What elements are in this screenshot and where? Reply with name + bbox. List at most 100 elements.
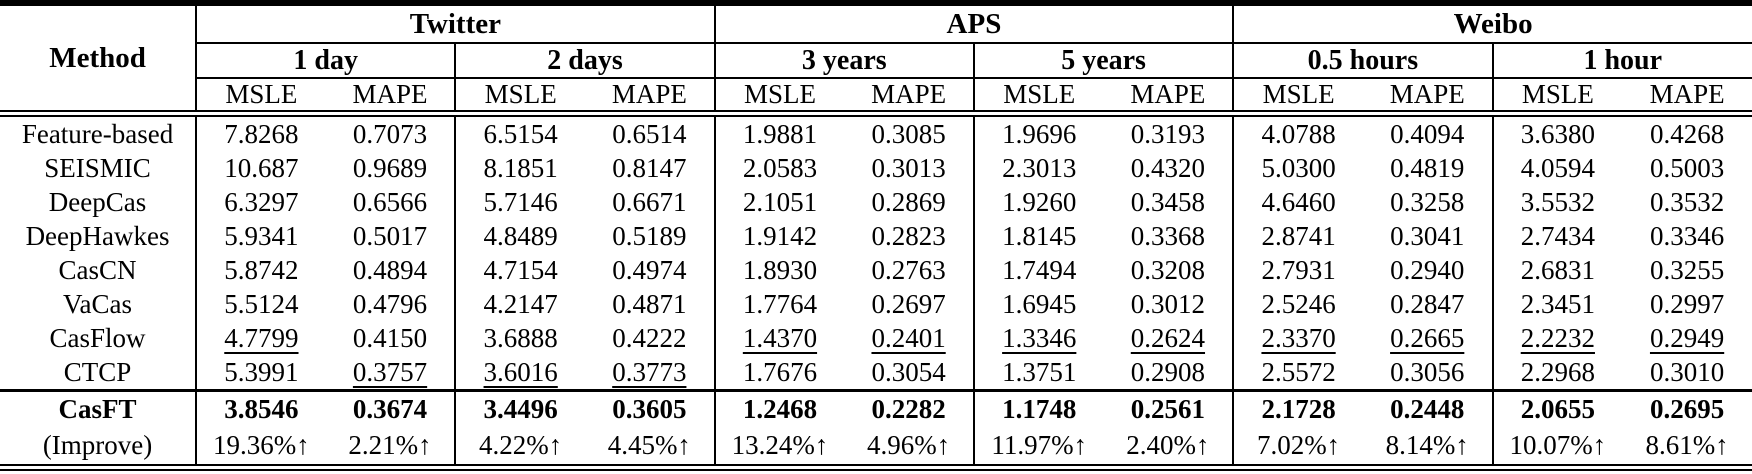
value-cell: 0.3368 (1130, 220, 1206, 251)
value-cell: 0.2847 (1390, 288, 1465, 319)
value-cell: 5.7146 (454, 185, 585, 219)
value-cell: 1.9696 (972, 113, 1104, 151)
dataset-header-weibo: Weibo (1232, 3, 1752, 44)
value-cell: 0.4268 (1649, 118, 1725, 149)
value-cell: 1.7676 (713, 355, 845, 391)
method-cell: CTCP (0, 355, 198, 391)
table-row: DeepHawkes 5.9341 0.5017 4.8489 0.5189 1.9142… (0, 219, 1752, 253)
value-cell: 2.6831 (1491, 253, 1623, 287)
value-cell: 2.3370 (1232, 321, 1363, 355)
value-cell: 3.5532 (1491, 185, 1623, 219)
value-cell: 1.3346 (972, 321, 1104, 355)
value-cell: 1.7764 (713, 287, 845, 321)
value-cell: 1.4370 (713, 321, 845, 355)
metric-header: MSLE (972, 78, 1104, 117)
value-cell: 4.7799 (195, 321, 326, 355)
value-cell: 2.7434 (1491, 219, 1623, 253)
value-cell: 2.7931 (1232, 253, 1363, 287)
value-cell: 4.96%↑ (866, 429, 951, 460)
value-cell: 2.1728 (1232, 389, 1363, 426)
value-cell: 0.3773 (612, 356, 687, 387)
value-cell: 4.45%↑ (607, 429, 691, 460)
metric-header-row: MSLE MAPE MSLE MAPE MSLE MAPE MSLE MAPE … (0, 78, 1752, 117)
value-cell: 0.3041 (1390, 220, 1465, 251)
value-cell: 8.14%↑ (1385, 429, 1469, 460)
value-cell: 6.3297 (195, 185, 326, 219)
method-cell: CasFlow (0, 321, 198, 355)
table-row: CasCN 5.8742 0.4894 4.7154 0.4974 1.8930 0.276… (0, 253, 1752, 287)
value-cell: 0.3013 (871, 152, 946, 183)
value-cell: 1.8145 (972, 219, 1104, 253)
value-cell: 0.3012 (1130, 288, 1206, 319)
value-cell: 1.2468 (713, 389, 845, 426)
value-cell: 4.7154 (454, 253, 585, 287)
value-cell: 4.0788 (1232, 113, 1363, 151)
value-cell: 5.3991 (195, 355, 326, 391)
value-cell: 0.2908 (1130, 356, 1206, 387)
value-cell: 3.6016 (454, 355, 585, 391)
value-cell: 0.6671 (612, 186, 687, 217)
value-cell: 0.2695 (1622, 389, 1752, 426)
value-cell: 1.9260 (972, 185, 1104, 219)
method-cell: Feature-based (0, 113, 198, 151)
value-cell: 1.9881 (713, 113, 845, 151)
method-cell: SEISMIC (0, 151, 198, 185)
value-cell: 0.3605 (585, 389, 715, 426)
value-cell: 0.2869 (871, 186, 946, 217)
dataset-header-aps: APS (713, 3, 1234, 44)
value-cell: 4.22%↑ (454, 426, 585, 468)
value-cell: 0.3757 (352, 356, 428, 387)
value-cell: 3.6888 (454, 321, 585, 355)
period-header: 2 days (454, 43, 715, 79)
value-cell: 2.40%↑ (1126, 429, 1210, 460)
value-cell: 0.7073 (352, 118, 428, 149)
dataset-header-twitter: Twitter (195, 3, 715, 44)
value-cell: 0.4094 (1390, 118, 1465, 149)
period-header: 0.5 hours (1232, 43, 1493, 79)
table-row: VaCas 5.5124 0.4796 4.2147 0.4871 1.7764 0.269… (0, 287, 1752, 321)
value-cell: 5.9341 (195, 219, 326, 253)
period-header: 1 day (195, 43, 456, 79)
metric-header: MSLE (1491, 78, 1623, 117)
value-cell: 4.8489 (454, 219, 585, 253)
value-cell: 0.3208 (1130, 254, 1206, 285)
value-cell: 0.5189 (612, 220, 687, 251)
value-cell: 4.0594 (1491, 151, 1623, 185)
dataset-header-row: Method Twitter APS Weibo (0, 3, 1752, 117)
value-cell: 8.1851 (454, 151, 585, 185)
metric-header: MAPE (585, 78, 715, 117)
value-cell: 0.3258 (1390, 186, 1465, 217)
value-cell: 0.3054 (871, 356, 946, 387)
table-row: (Improve) 19.36%↑ 2.21%↑ 4.22%↑ 4.45%↑ 13.24%… (0, 426, 1752, 468)
value-cell: 0.2448 (1362, 389, 1493, 426)
value-cell: 4.2147 (454, 287, 585, 321)
method-cell: DeepCas (0, 185, 198, 219)
value-cell: 0.6566 (352, 186, 428, 217)
value-cell: 0.2940 (1390, 254, 1465, 285)
table-row: Feature-based 7.8268 0.7073 6.5154 0.6514 1.9… (0, 113, 1752, 151)
value-cell: 2.1051 (713, 185, 845, 219)
value-cell: 0.3010 (1649, 356, 1725, 387)
value-cell: 0.8147 (612, 152, 687, 183)
value-cell: 2.8741 (1232, 219, 1363, 253)
value-cell: 0.4150 (352, 322, 428, 353)
method-cell: (Improve) (0, 426, 198, 468)
value-cell: 5.0300 (1232, 151, 1363, 185)
value-cell: 1.6945 (972, 287, 1104, 321)
value-cell: 0.3532 (1649, 186, 1725, 217)
value-cell: 11.97%↑ (972, 426, 1104, 468)
method-cell: CasFT (0, 389, 198, 426)
value-cell: 1.3751 (972, 355, 1104, 391)
value-cell: 0.3255 (1649, 254, 1725, 285)
value-cell: 0.2949 (1649, 322, 1725, 353)
value-cell: 0.4320 (1130, 152, 1206, 183)
method-cell: CasCN (0, 253, 198, 287)
value-cell: 13.24%↑ (713, 426, 845, 468)
value-cell: 0.4894 (352, 254, 428, 285)
value-cell: 2.5572 (1232, 355, 1363, 391)
value-cell: 0.2665 (1390, 322, 1465, 353)
method-cell: DeepHawkes (0, 219, 198, 253)
value-cell: 0.3056 (1390, 356, 1465, 387)
value-cell: 5.5124 (195, 287, 326, 321)
